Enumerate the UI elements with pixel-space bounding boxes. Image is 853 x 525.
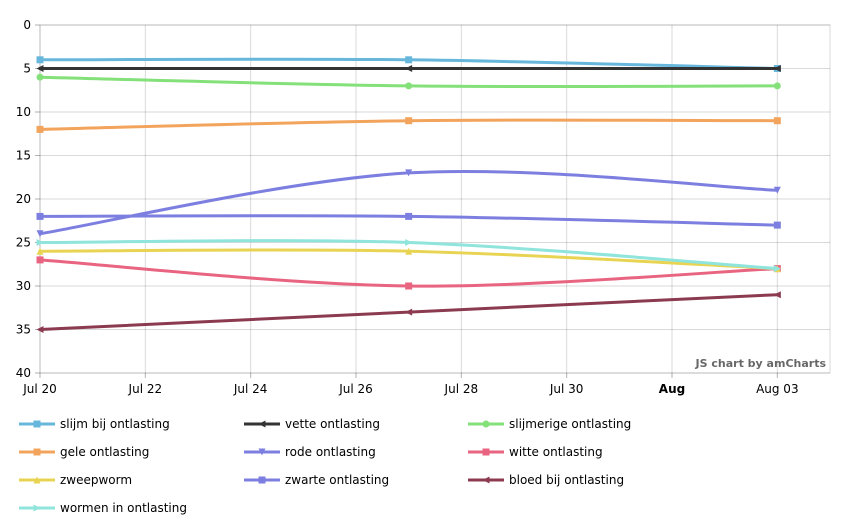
- series-slijmerige-ontlasting: [36, 73, 781, 90]
- data-point: [773, 117, 781, 125]
- legend-swatch-marker: [258, 476, 266, 484]
- series-bloed-bij-ontlasting: [36, 291, 781, 333]
- data-point: [405, 308, 413, 316]
- legend-swatch: [19, 420, 55, 428]
- legend-swatch: [19, 504, 55, 512]
- legend-label: slijm bij ontlasting: [60, 417, 170, 431]
- data-point: [405, 169, 413, 177]
- legend-swatch: [468, 420, 504, 428]
- legend-item-bloed-bij-ontlasting[interactable]: bloed bij ontlasting: [467, 470, 624, 490]
- legend-swatch: [244, 476, 280, 484]
- series-vette-ontlasting: [36, 65, 781, 72]
- data-point: [36, 73, 44, 81]
- legend-swatch-marker: [482, 448, 490, 456]
- x-tick-label: Aug 03: [756, 382, 799, 396]
- data-point: [405, 239, 413, 246]
- legend-item-zwarte-ontlasting[interactable]: zwarte ontlasting: [243, 470, 389, 490]
- x-tick-label: Jul 26: [338, 382, 373, 396]
- legend-label: zwarte ontlasting: [285, 473, 390, 487]
- legend-swatch-marker: [482, 476, 490, 484]
- legend-item-slijmerige-ontlasting[interactable]: slijmerige ontlasting: [467, 414, 631, 434]
- legend-label: vette ontlasting: [285, 417, 380, 431]
- data-point: [36, 230, 44, 238]
- data-point: [773, 265, 781, 273]
- legend-swatch-marker: [33, 448, 41, 456]
- legend-swatch: [19, 448, 55, 456]
- legend-swatch: [244, 448, 280, 456]
- series-gele-ontlasting: [36, 117, 781, 133]
- data-point: [405, 56, 413, 64]
- y-tick-label: 35: [16, 323, 31, 337]
- data-point: [405, 282, 413, 290]
- y-tick-label: 25: [16, 236, 31, 250]
- legend-swatch: [244, 420, 280, 428]
- data-point: [405, 212, 413, 220]
- legend-label: wormen in ontlasting: [60, 501, 187, 515]
- data-point: [405, 247, 413, 255]
- x-tick-label: Aug: [659, 382, 685, 396]
- data-point: [36, 65, 44, 72]
- y-tick-label: 15: [16, 149, 31, 163]
- y-tick-label: 0: [23, 18, 31, 32]
- x-tick-label: Jul 28: [444, 382, 479, 396]
- line-chart: 0 5 10 15 20 25 30 35 40 Jul 20 Jul 22 Jul 24 Jul 26…: [16, 18, 831, 396]
- data-point: [405, 82, 413, 90]
- legend-swatch-marker: [33, 504, 41, 512]
- legend-label: witte ontlasting: [509, 445, 603, 459]
- legend-swatch-marker: [482, 420, 490, 428]
- legend-label: zweepworm: [60, 473, 133, 487]
- legend-swatch-marker: [258, 448, 266, 456]
- legend-item-rode-ontlasting[interactable]: rode ontlasting: [243, 442, 376, 462]
- legend-swatch-marker: [33, 420, 41, 428]
- legend-swatch: [19, 476, 55, 484]
- x-tick-label: Jul 22: [128, 382, 163, 396]
- legend-swatch: [468, 448, 504, 456]
- y-tick-label: 40: [16, 366, 31, 380]
- data-point: [773, 186, 781, 194]
- legend-swatch-marker: [258, 420, 266, 428]
- data-point: [36, 212, 44, 220]
- watermark: JS chart by amCharts: [695, 357, 827, 370]
- legend-item-slijm-bij-ontlasting[interactable]: slijm bij ontlasting: [18, 414, 170, 434]
- x-tick-label: Jul 20: [22, 382, 57, 396]
- data-point: [405, 117, 413, 125]
- data-point: [773, 65, 781, 72]
- y-tick-label: 10: [16, 105, 31, 119]
- data-point: [36, 256, 44, 264]
- data-point: [36, 125, 44, 133]
- series-zwarte-ontlasting: [36, 212, 781, 229]
- data-point: [773, 291, 781, 299]
- legend-label: bloed bij ontlasting: [509, 473, 625, 487]
- legend-item-witte-ontlasting[interactable]: witte ontlasting: [467, 442, 603, 462]
- data-point: [36, 56, 44, 64]
- legend-swatch: [468, 476, 504, 484]
- series-wormen-in-ontlasting: [36, 239, 781, 273]
- legend-label: rode ontlasting: [285, 445, 376, 459]
- data-point: [773, 82, 781, 90]
- x-tick-label: Jul 24: [233, 382, 268, 396]
- data-point: [36, 326, 44, 333]
- legend-swatch-marker: [33, 476, 41, 484]
- data-point: [773, 221, 781, 229]
- chart-legend: slijm bij ontlasting vette ontlasting slij…: [18, 412, 848, 522]
- legend-item-zweepworm[interactable]: zweepworm: [18, 470, 132, 490]
- y-tick-label: 5: [23, 62, 31, 76]
- y-tick-label: 20: [16, 192, 31, 206]
- data-point: [36, 247, 44, 255]
- x-tick-label: Jul 30: [549, 382, 584, 396]
- legend-item-gele-ontlasting[interactable]: gele ontlasting: [18, 442, 149, 462]
- legend-item-vette-ontlasting[interactable]: vette ontlasting: [243, 414, 380, 434]
- data-point: [36, 239, 44, 246]
- legend-label: slijmerige ontlasting: [509, 417, 632, 431]
- y-tick-label: 30: [16, 279, 31, 293]
- plot-area: [39, 24, 831, 374]
- data-point: [405, 65, 413, 72]
- legend-item-wormen-in-ontlasting[interactable]: wormen in ontlasting: [18, 498, 187, 518]
- legend-label: gele ontlasting: [60, 445, 150, 459]
